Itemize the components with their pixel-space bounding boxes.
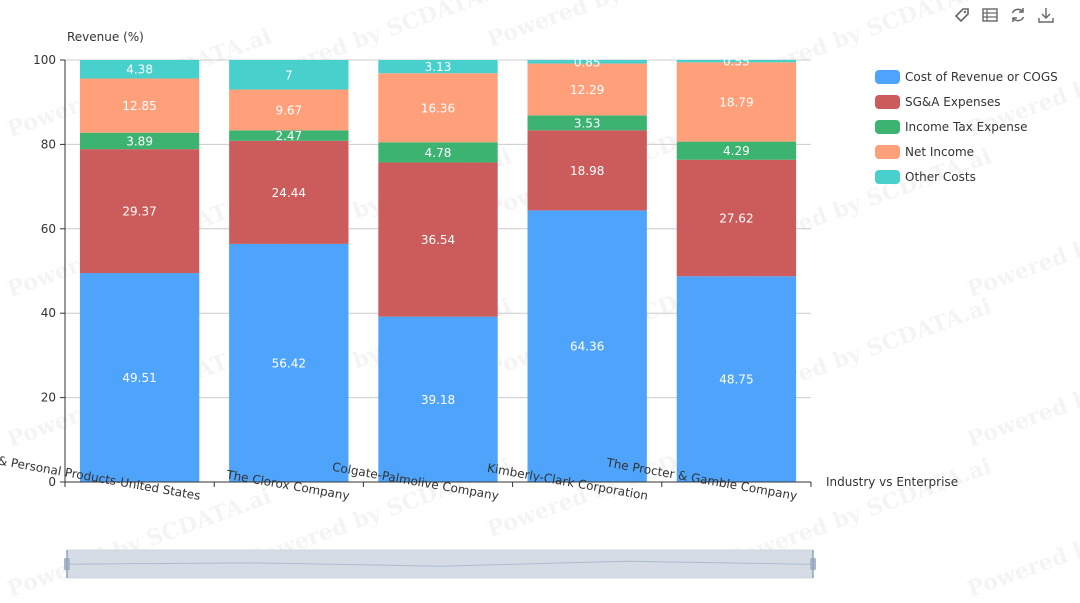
legend-item[interactable]: SG&A Expenses [875, 89, 1058, 114]
legend-item[interactable]: Other Costs [875, 164, 1058, 189]
legend-swatch [875, 94, 900, 109]
bar-segment[interactable] [79, 273, 200, 482]
data-label: 4.29 [723, 144, 750, 158]
legend-label: SG&A Expenses [905, 94, 1001, 109]
legend-label: Other Costs [905, 169, 976, 184]
data-view-icon[interactable] [980, 5, 999, 24]
y-tick-label: 20 [41, 391, 56, 405]
bar-segment[interactable] [79, 60, 200, 79]
chart-legend: Cost of Revenue or COGS SG&A Expenses Inco… [875, 64, 1058, 189]
data-label: 3.53 [574, 116, 601, 130]
datazoom-preview-line [66, 560, 814, 567]
legend-label: Income Tax Expense [905, 119, 1028, 134]
data-label: 39.18 [421, 393, 455, 407]
bar-segment[interactable] [79, 78, 200, 133]
y-tick-label: 80 [41, 137, 56, 151]
bar-segment[interactable] [527, 63, 647, 116]
bar-segment[interactable] [527, 115, 647, 131]
legend-swatch [875, 119, 900, 134]
data-label: 4.78 [425, 146, 452, 160]
bar-segment[interactable] [676, 276, 797, 482]
data-label: 18.79 [719, 95, 753, 109]
datazoom-selection[interactable] [67, 550, 813, 578]
data-label: 64.36 [570, 340, 604, 354]
y-tick-label: 100 [33, 53, 56, 67]
data-label: 3.89 [126, 134, 153, 148]
legend-item[interactable]: Income Tax Expense [875, 114, 1058, 139]
data-label: 0.55 [723, 55, 750, 69]
data-label: 48.75 [719, 373, 753, 387]
data-label: 18.98 [570, 164, 604, 178]
bar-segment[interactable] [378, 142, 498, 163]
bar-segment[interactable] [676, 60, 797, 63]
legend-item[interactable]: Net Income [875, 139, 1058, 164]
legend-label: Net Income [905, 144, 975, 159]
bar-segment[interactable] [378, 162, 498, 317]
data-label: 12.29 [570, 83, 604, 97]
data-label: 27.62 [719, 211, 753, 225]
bar-segment[interactable] [676, 62, 797, 142]
y-tick-label: 40 [41, 306, 56, 320]
legend-item[interactable]: Cost of Revenue or COGS [875, 64, 1058, 89]
tag-icon[interactable] [952, 5, 971, 24]
bar-segment[interactable] [79, 132, 200, 150]
legend-swatch [875, 144, 900, 159]
bar-segment[interactable] [229, 243, 349, 482]
data-label: 9.67 [275, 103, 302, 117]
y-tick-label: 60 [41, 222, 56, 236]
download-icon[interactable] [1036, 5, 1055, 24]
chart-toolbar [952, 5, 1055, 24]
bar-segment[interactable] [229, 89, 349, 131]
bar-segment[interactable] [229, 130, 349, 141]
y-axis-title: Revenue (%) [67, 30, 144, 44]
data-label: 56.42 [272, 356, 306, 370]
legend-swatch [875, 169, 900, 184]
legend-label: Cost of Revenue or COGS [905, 69, 1058, 84]
legend-swatch [875, 69, 900, 84]
y-tick-label: 0 [48, 475, 56, 489]
data-label: 12.85 [122, 99, 156, 113]
bar-segment[interactable] [527, 130, 647, 211]
data-label: 49.51 [122, 371, 156, 385]
bar-segment[interactable] [378, 316, 498, 482]
x-axis-title: Industry vs Enterprise [826, 475, 959, 489]
data-label: 0.85 [574, 55, 601, 69]
bar-segment[interactable] [229, 140, 349, 244]
data-label: 2.47 [275, 129, 302, 143]
data-label: 29.37 [122, 205, 156, 219]
restore-icon[interactable] [1008, 5, 1027, 24]
bar-segment[interactable] [527, 59, 647, 64]
bar-segment[interactable] [378, 73, 498, 143]
bar-segment[interactable] [79, 149, 200, 274]
data-label: 7 [285, 68, 293, 82]
bar-segment[interactable] [229, 60, 349, 90]
data-label: 24.44 [272, 186, 306, 200]
data-label: 36.54 [421, 233, 455, 247]
bar-segment[interactable] [676, 159, 797, 277]
bar-segment[interactable] [676, 141, 797, 160]
data-label: 3.13 [425, 60, 452, 74]
bar-segment[interactable] [527, 210, 647, 482]
data-label: 16.36 [421, 101, 455, 115]
data-label: 4.38 [126, 63, 153, 77]
bar-segment[interactable] [378, 60, 498, 74]
